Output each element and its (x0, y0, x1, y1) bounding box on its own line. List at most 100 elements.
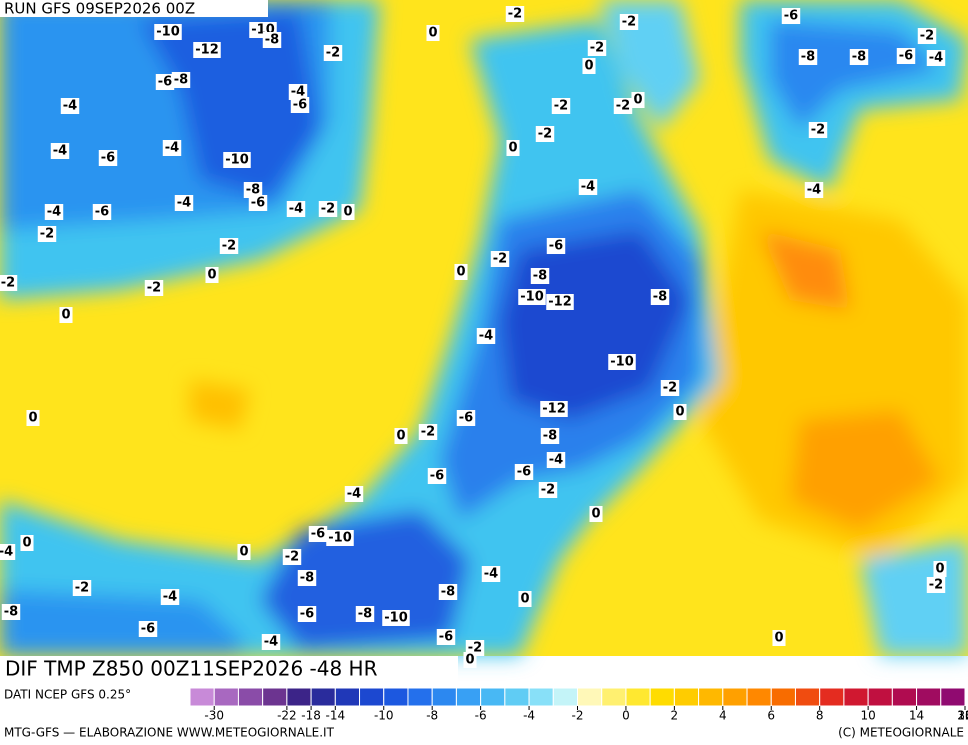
label-box (59, 307, 73, 323)
label-box (248, 195, 268, 211)
colorbar-swatch (940, 687, 966, 707)
contour-label: 0 (343, 205, 352, 220)
label-box (394, 428, 408, 444)
contour-label: -8 (174, 73, 188, 88)
label-box (92, 204, 112, 220)
label-box (144, 280, 164, 296)
colorbar-swatch (286, 687, 312, 707)
label-box (138, 621, 158, 637)
label-box (546, 294, 574, 310)
colorbar-swatch (504, 687, 530, 707)
label-box (20, 535, 34, 551)
label-box (282, 549, 302, 565)
label-box (808, 122, 828, 138)
contour-label: -4 (163, 590, 177, 605)
contour-label: -8 (358, 607, 372, 622)
contour-label: -4 (264, 635, 278, 650)
colorbar-swatch (577, 687, 603, 707)
label-box (205, 267, 219, 283)
label-box (37, 226, 57, 242)
label-box (798, 49, 818, 65)
label-box (426, 25, 440, 41)
contour-label: 0 (774, 631, 783, 646)
colorbar-swatch (213, 687, 239, 707)
contour-label: -4 (47, 205, 61, 220)
contour-label: -6 (95, 205, 109, 220)
contour-label: -8 (246, 183, 260, 198)
contour-label: -8 (801, 50, 815, 65)
colorbar-tick-label: -4 (523, 709, 535, 723)
colorbar-swatch (794, 687, 821, 707)
label-box (290, 97, 310, 113)
label-box (0, 544, 16, 560)
colorbar-tick-label: 30 (957, 709, 968, 723)
contour-label: -6 (251, 196, 265, 211)
label-box (286, 201, 306, 217)
contour-label: -10 (384, 611, 408, 626)
label-box (589, 506, 603, 522)
contour-label: 0 (207, 268, 216, 283)
contour-label: -10 (328, 531, 352, 546)
label-box (160, 589, 180, 605)
contour-label: -2 (321, 202, 335, 217)
label-box (237, 544, 251, 560)
credit: MTG-GFS — ELABORAZIONE WWW.METEOGIORNALE… (4, 726, 335, 740)
label-box (355, 606, 375, 622)
colorbar-tick-label: -6 (475, 709, 487, 723)
label-box (481, 566, 501, 582)
contour-label: -8 (653, 290, 667, 305)
label-box (546, 238, 566, 254)
colorbar-swatch (625, 687, 651, 707)
contour-label: -4 (291, 85, 305, 100)
colorbar-tick-label: -18 (301, 709, 321, 723)
label-box (318, 201, 338, 217)
label-box (518, 289, 546, 305)
colorbar-tick-label: 0 (622, 709, 630, 723)
colorbar-tick-label: 18 (957, 709, 968, 723)
label-box (162, 140, 182, 156)
contour-label: 0 (396, 429, 405, 444)
run-label: RUN GFS 09SEP2026 00Z (4, 0, 195, 18)
contour-label: -6 (293, 98, 307, 113)
contour-label: -4 (53, 144, 67, 159)
contour-label: -12 (542, 402, 566, 417)
contour-label: -8 (265, 33, 279, 48)
label-box (896, 48, 916, 64)
colorbar-swatch (480, 687, 506, 707)
contour-label: -6 (141, 622, 155, 637)
label-box (781, 8, 801, 24)
contour-label: -2 (590, 41, 604, 56)
contour-label: -6 (101, 151, 115, 166)
label-box (506, 140, 520, 156)
colorbar-tick-label: 10 (860, 709, 875, 723)
label-box (326, 530, 354, 546)
source: DATI NCEP GFS 0.25° (4, 688, 131, 702)
colorbar-swatch (310, 687, 336, 707)
label-box (219, 238, 239, 254)
label-box (540, 401, 568, 417)
contour-label: -2 (538, 127, 552, 142)
contour-label: -8 (4, 605, 18, 620)
colorbar-tick-label: 4 (719, 709, 727, 723)
contour-label: -2 (929, 578, 943, 593)
map-title: DIF TMP Z850 00Z11SEP2026 -48 HR (5, 657, 378, 681)
colorbar-swatch (649, 687, 675, 707)
colorbar-swatch (867, 687, 893, 707)
label-box (155, 74, 175, 90)
contour-label: -4 (549, 453, 563, 468)
label-box (288, 84, 308, 100)
label-box (650, 289, 670, 305)
contour-label: -2 (920, 29, 934, 44)
contour-label: 0 (428, 26, 437, 41)
contour-label: 0 (239, 545, 248, 560)
contour-label: -6 (459, 411, 473, 426)
label-box (0, 275, 18, 291)
label-box (917, 28, 937, 44)
contour-label: -2 (147, 281, 161, 296)
label-box (551, 98, 571, 114)
label-box (631, 92, 645, 108)
colorbar-swatch (746, 687, 772, 707)
contour-label: -6 (784, 9, 798, 24)
